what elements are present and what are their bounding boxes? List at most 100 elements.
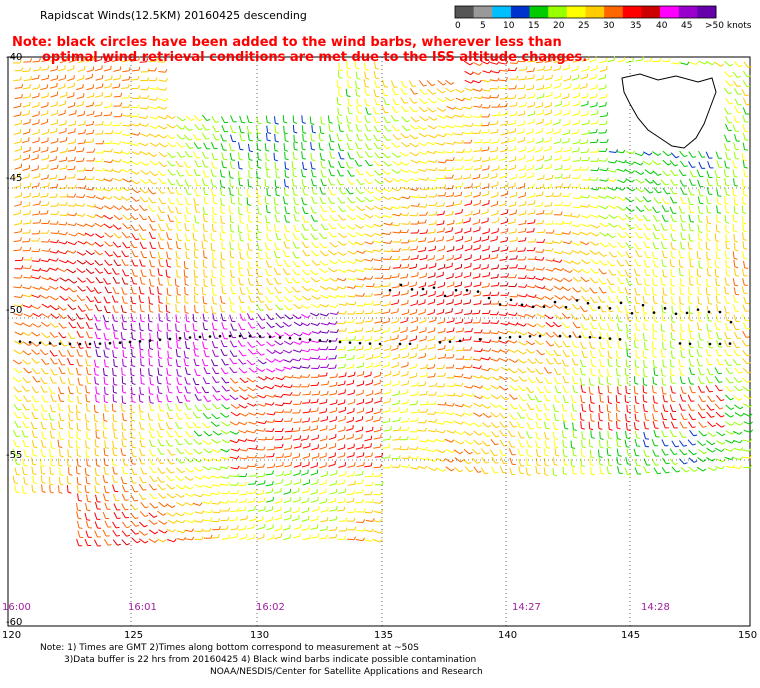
wind-barb [463,220,471,224]
wind-barb [93,296,99,303]
wind-barb [463,230,471,234]
wind-barb [364,339,372,342]
wind-barb-feather [155,57,158,62]
wind-barb-feather [708,330,712,332]
wind-barb-feather [46,287,51,291]
wind-barb-feather [407,246,410,250]
wind-barb [580,241,587,246]
wind-barb-feather [653,355,657,358]
wind-barb-feather [95,366,100,368]
wind-barb [149,250,153,258]
wind-barb [284,161,287,169]
wind-barb [86,69,94,73]
wind-barb [158,98,166,102]
wind-barb-feather [334,261,338,265]
wind-barb-feather [532,85,535,89]
wind-barb-feather [734,184,738,187]
wind-barb [274,214,278,222]
wind-barb [166,187,172,194]
wind-barb [68,287,75,293]
wind-barb-feather [726,194,730,196]
wind-barb [50,232,58,235]
wind-barb-feather [745,344,750,347]
wind-barb [113,69,121,72]
wind-barb-feather [284,149,289,152]
wind-barb [480,267,488,270]
wind-barb-feather [185,357,189,359]
wind-barb [626,331,629,339]
wind-barb [635,178,642,184]
wind-barb [256,287,260,295]
wind-barb-feather [514,85,517,89]
wind-barb [473,284,481,288]
wind-barb [291,160,294,168]
wind-barb [500,69,508,72]
wind-barb [149,106,157,110]
wind-barb [167,357,170,366]
wind-barb-feather [280,316,285,319]
wind-barb-feather [249,167,253,170]
wind-barb [509,250,517,253]
wind-barb [706,215,709,223]
wind-barb [580,231,588,236]
wind-barb-feather [308,356,312,361]
wind-barb [130,224,136,231]
wind-barb [707,161,711,168]
wind-barb [624,287,628,295]
wind-barb [580,196,588,199]
wind-barb [50,141,58,144]
wind-barb-feather [239,167,243,170]
wind-barb-feather [145,181,150,184]
wind-barb-feather [681,330,685,333]
wind-barb-feather [84,120,86,125]
wind-barb-feather [386,146,390,149]
wind-barb-feather [715,275,720,278]
wind-barb [608,204,615,209]
wind-barb [572,242,580,246]
wind-barb [40,177,48,181]
wind-barb [419,293,427,297]
wind-barb-feather [111,130,114,134]
wind-barb-feather [379,189,384,193]
wind-barb [436,88,443,94]
wind-barb-feather [248,132,253,134]
wind-barb [167,214,171,222]
wind-barb-feather [56,239,59,244]
wind-barb-feather [110,178,114,182]
wind-barb [50,104,58,108]
wind-barb-feather [118,158,122,163]
wind-barb [149,223,154,231]
wind-barb-feather [375,77,380,80]
wind-barb [454,178,462,180]
wind-barb [103,214,111,220]
wind-barb [319,303,327,308]
wind-barb [662,269,665,277]
wind-barb [679,304,681,312]
wind-barb [688,323,690,331]
wind-barb [113,232,119,239]
wind-barb-feather [55,193,58,198]
wind-barb-feather [735,274,739,277]
wind-barb-feather [405,153,409,157]
wind-barb [230,323,234,331]
wind-barb-feather [203,339,208,341]
wind-barb-feather [288,281,293,284]
wind-barb-feather [325,286,330,290]
wind-barb [643,341,646,350]
wind-barb-feather [498,69,501,74]
wind-barb [572,59,580,63]
wind-barb-feather [639,228,643,231]
wind-barb [301,223,306,231]
wind-barb [409,106,415,113]
wind-barb [392,213,400,217]
wind-barb [337,214,344,221]
wind-barb-feather [488,165,490,169]
wind-barb [347,80,350,88]
wind-barb [354,259,362,263]
wind-barb-feather [352,318,355,323]
wind-barb [176,233,179,241]
wind-barb [669,340,672,348]
wind-barb [455,238,463,242]
wind-barb [705,287,708,295]
wind-barb-feather [128,67,131,71]
